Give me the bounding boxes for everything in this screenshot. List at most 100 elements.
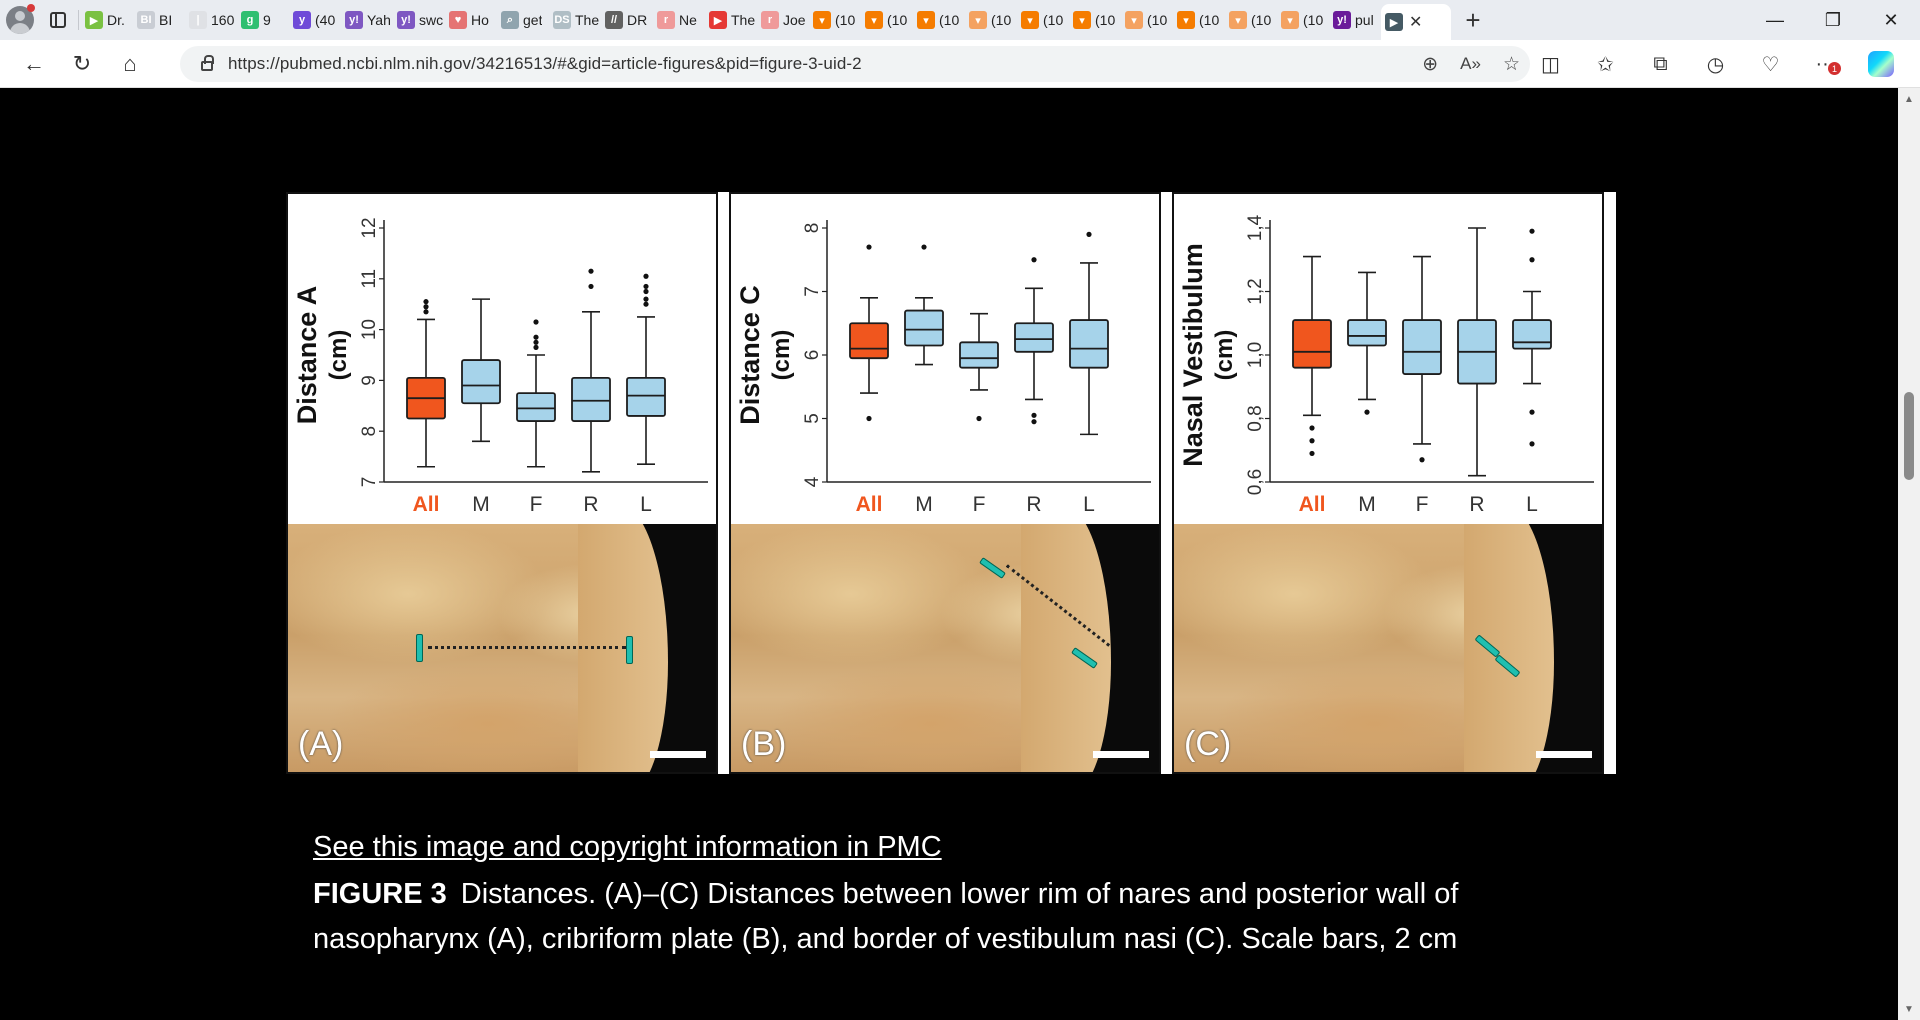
boxplot-r	[1014, 257, 1054, 425]
url-text[interactable]: https://pubmed.ncbi.nlm.nih.gov/34216513…	[228, 54, 862, 73]
x-tick-label: All	[413, 493, 440, 516]
vertical-scrollbar[interactable]: ▲ ▼	[1898, 88, 1920, 1020]
y-tick-label: 6	[802, 350, 823, 361]
x-tick-label: M	[1358, 493, 1376, 516]
browser-tab[interactable]: y! pul	[1329, 0, 1381, 40]
browser-tab[interactable]: ▾ (10	[1069, 0, 1121, 40]
home-button[interactable]: ⌂	[123, 50, 137, 76]
notification-dot	[27, 4, 35, 12]
outlier-point	[976, 415, 982, 422]
tab-favicon-icon: ▾	[1073, 11, 1091, 29]
browser-tab[interactable]: r Ne	[653, 0, 705, 40]
boxplot-m	[904, 244, 944, 366]
restore-icon[interactable]: ❐	[1824, 9, 1842, 30]
close-window-icon[interactable]: ✕	[1883, 9, 1899, 30]
tab-favicon-icon: ▾	[917, 11, 935, 29]
browser-tab[interactable]: BI BI	[133, 0, 185, 40]
read-aloud-icon[interactable]: A»	[1460, 54, 1481, 73]
scroll-up-arrow[interactable]: ▲	[1904, 93, 1914, 105]
pmc-copyright-link[interactable]: See this image and copyright information…	[313, 831, 942, 863]
scale-bar	[650, 751, 706, 758]
address-bar[interactable]: https://pubmed.ncbi.nlm.nih.gov/34216513…	[180, 46, 1530, 82]
browser-essentials-icon[interactable]: ♡	[1761, 53, 1780, 76]
browser-tab[interactable]: ▶ Dr.	[81, 0, 133, 40]
tab-favicon-icon: ▾	[969, 11, 987, 29]
more-menu-icon[interactable]: ··· 1	[1798, 40, 1853, 88]
tab-strip: ▶ Dr. BI BI | 160 g 9 y (40 y! Yah y! swc ♥ Ho ⌕ get DS The…	[0, 0, 1920, 40]
favorite-star-icon[interactable]: ☆	[1502, 53, 1520, 75]
split-screen-icon[interactable]: ◫	[1541, 53, 1560, 76]
browser-tab[interactable]: ▾ (10	[1121, 0, 1173, 40]
panel-label: (A)	[298, 725, 344, 763]
browser-tab[interactable]: ▶ The	[705, 0, 757, 40]
active-tab[interactable]: ▶ ✕	[1381, 4, 1451, 40]
tab-title: (10	[835, 12, 856, 28]
scroll-down-arrow[interactable]: ▼	[1904, 1003, 1914, 1015]
history-icon[interactable]: ◷	[1706, 53, 1725, 76]
tab-title: (10	[887, 12, 908, 28]
tab-favicon-icon: r	[761, 11, 779, 29]
box-iqr	[959, 341, 999, 369]
browser-tab[interactable]: ▾ (10	[861, 0, 913, 40]
outlier-point	[1309, 425, 1315, 431]
zoom-icon[interactable]: ⊕	[1422, 53, 1439, 75]
x-tick-label: R	[1469, 493, 1484, 516]
refresh-button[interactable]: ↻	[72, 50, 92, 76]
browser-tab[interactable]: DS The	[549, 0, 601, 40]
tab-favicon-icon: g	[241, 11, 259, 29]
panel-label: (C)	[1184, 725, 1232, 763]
box-iqr	[904, 309, 944, 347]
profile-avatar[interactable]	[0, 0, 40, 40]
outlier-point	[1031, 419, 1037, 425]
collections-icon[interactable]: ⧉	[1653, 52, 1668, 75]
measurement-marker	[416, 634, 423, 662]
browser-tab[interactable]: ▾ (10	[1225, 0, 1277, 40]
x-tick-label: F	[1416, 493, 1429, 516]
y-tick-label: 5	[802, 413, 823, 424]
browser-tab[interactable]: y! Yah	[341, 0, 393, 40]
browser-tab[interactable]: ⌕ get	[497, 0, 549, 40]
copilot-button[interactable]	[1853, 40, 1908, 88]
panel-label: (B)	[741, 725, 787, 763]
close-tab-icon[interactable]: ✕	[1409, 14, 1423, 31]
browser-tab[interactable]: ▾ (10	[913, 0, 965, 40]
boxplot-m	[461, 298, 501, 443]
minimize-icon[interactable]: —	[1766, 9, 1784, 30]
tab-favicon-icon: //	[605, 11, 623, 29]
figure-image[interactable]: 7 8 9 10 11 12 Distance A (cm) All M F R L (A) 4 5 6 7 8 Di…	[286, 192, 1616, 774]
browser-tab[interactable]: ♥ Ho	[445, 0, 497, 40]
browser-tab[interactable]: y! swc	[393, 0, 445, 40]
tab-title: get	[523, 12, 543, 28]
browser-tab[interactable]: ▾ (10	[1017, 0, 1069, 40]
tab-title: pul	[1355, 12, 1374, 28]
back-button[interactable]: ←	[23, 50, 45, 76]
y-tick-label: 12	[359, 217, 380, 238]
tab-title: 9	[263, 12, 271, 28]
tab-title: 160	[211, 12, 235, 28]
browser-tab[interactable]: | 160	[185, 0, 237, 40]
scrollbar-thumb[interactable]	[1904, 392, 1914, 480]
tab-favicon-icon: ♥	[449, 11, 467, 29]
photo-face-profile	[1021, 524, 1111, 772]
tab-favicon-icon: ▶	[709, 11, 727, 29]
browser-tab[interactable]: r Joe	[757, 0, 809, 40]
workspaces-icon[interactable]	[40, 0, 76, 40]
outlier-point	[1529, 257, 1535, 263]
new-tab-button[interactable]: +	[1465, 4, 1481, 35]
browser-tab[interactable]: ▾ (10	[1277, 0, 1329, 40]
browser-tab[interactable]: y (40	[289, 0, 341, 40]
boxplot-all	[849, 244, 889, 422]
favorites-icon[interactable]: ✩	[1597, 53, 1614, 76]
browser-tab[interactable]: ▾ (10	[809, 0, 861, 40]
tab-favicon-icon: y!	[1333, 11, 1351, 29]
browser-tab[interactable]: ▾ (10	[1173, 0, 1225, 40]
tab-title: Joe	[783, 12, 806, 28]
caption-body: Distances. (A)–(C) Distances between low…	[313, 878, 1459, 955]
tab-title: Ne	[679, 12, 697, 28]
y-tick-label: 1,4	[1245, 214, 1266, 241]
browser-tab[interactable]: ▾ (10	[965, 0, 1017, 40]
lock-icon[interactable]	[190, 55, 224, 71]
browser-tab[interactable]: //DR	[601, 0, 653, 40]
boxplot-chart: 4 5 6 7 8 Distance C (cm) All M F R L	[735, 220, 1151, 516]
